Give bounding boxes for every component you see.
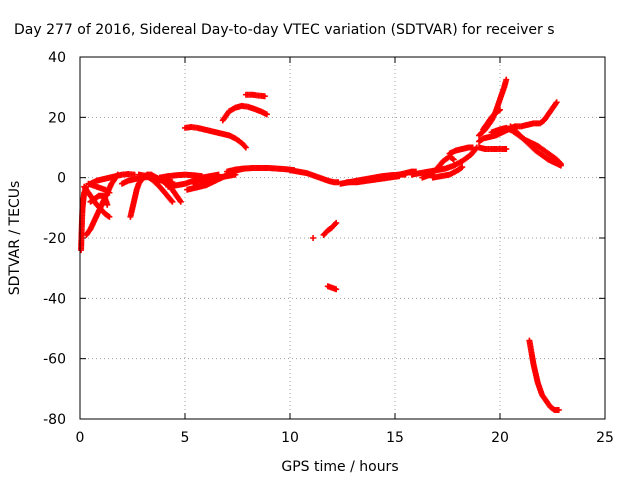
data-point [469, 144, 476, 151]
x-tick-label: 5 [181, 430, 190, 446]
y-tick-label: 40 [48, 50, 66, 66]
x-tick-label: 20 [491, 430, 509, 446]
grid-lines [80, 57, 605, 419]
data-point [106, 189, 113, 196]
data-point [310, 235, 317, 241]
x-tick-label: 15 [386, 430, 404, 446]
data-point [242, 144, 249, 151]
data-point [450, 156, 457, 163]
data-point [553, 99, 560, 106]
data-point [261, 93, 268, 100]
y-tick-label: -60 [43, 352, 66, 368]
data-point [177, 198, 184, 205]
data-point [106, 213, 113, 220]
data-point [555, 406, 562, 413]
data-point [263, 111, 270, 118]
y-axis-label: SDTVAR / TECUs [7, 181, 23, 296]
plot-frame [79, 56, 606, 420]
data-point [497, 106, 503, 113]
y-tick-label: -40 [43, 291, 66, 307]
x-tick-label: 10 [281, 430, 299, 446]
y-tick-label: 0 [57, 171, 66, 187]
data-point [503, 76, 510, 83]
data-point [333, 219, 340, 226]
data-point [169, 198, 176, 205]
chart-title: Day 277 of 2016, Sidereal Day-to-day VTE… [14, 22, 555, 38]
x-tick-label: 0 [76, 430, 85, 446]
data-point [333, 286, 340, 293]
data-point [168, 197, 175, 204]
data-point [459, 164, 466, 171]
data-point [241, 143, 248, 150]
data-point [104, 201, 111, 208]
data-point [332, 221, 339, 228]
y-tick-label: 20 [48, 110, 66, 126]
y-tick-label: -20 [43, 231, 66, 247]
data-point [557, 162, 564, 169]
x-tick-label: 25 [596, 430, 614, 446]
x-axis-label: GPS time / hours [281, 459, 398, 475]
y-tick-label: -80 [43, 412, 66, 428]
data-points [78, 76, 564, 413]
data-point [503, 146, 510, 153]
data-point [232, 171, 239, 178]
